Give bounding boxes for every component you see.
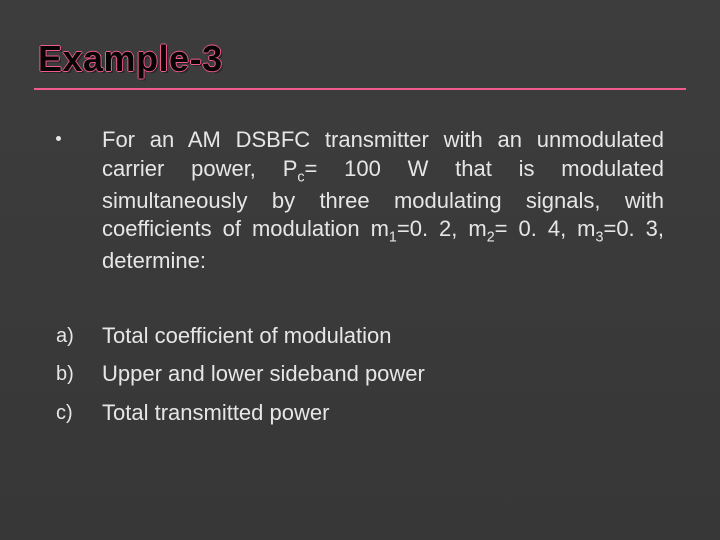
- item-text: Total coefficient of modulation: [102, 322, 391, 351]
- item-marker: a): [56, 322, 102, 350]
- item-text: Total transmitted power: [102, 399, 329, 428]
- list-item: a) Total coefficient of modulation: [56, 322, 664, 351]
- item-marker: b): [56, 360, 102, 388]
- problem-text: For an AM DSBFC transmitter with an unmo…: [102, 126, 664, 276]
- item-text: Upper and lower sideband power: [102, 360, 425, 389]
- item-marker: c): [56, 399, 102, 427]
- slide-title: Example-3: [38, 38, 682, 80]
- list-item: b) Upper and lower sideband power: [56, 360, 664, 389]
- slide-body: For an AM DSBFC transmitter with an unmo…: [0, 90, 720, 428]
- bullet-icon: [56, 126, 102, 141]
- problem-row: For an AM DSBFC transmitter with an unmo…: [56, 126, 664, 276]
- list-item: c) Total transmitted power: [56, 399, 664, 428]
